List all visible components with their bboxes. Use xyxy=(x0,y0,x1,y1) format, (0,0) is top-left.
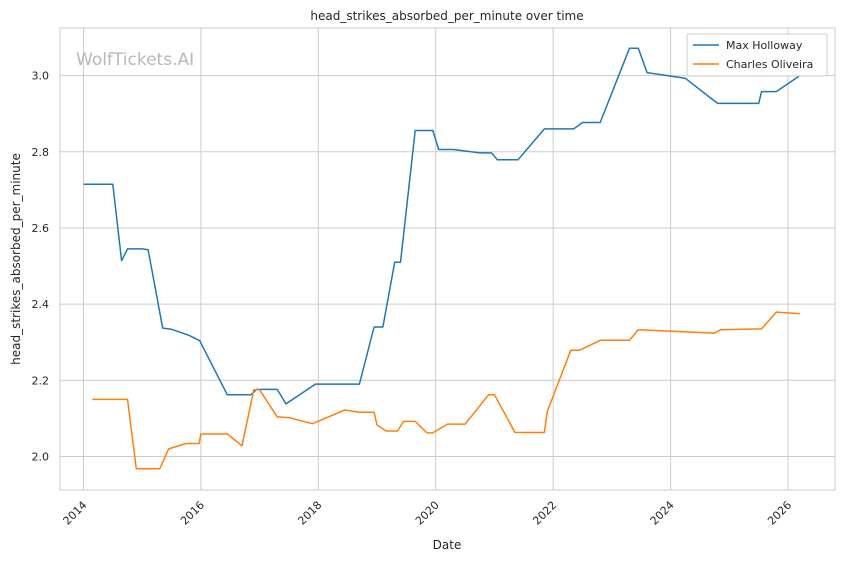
y-tick-label: 3.0 xyxy=(32,70,50,83)
legend-box xyxy=(686,33,828,77)
y-tick-label: 2.4 xyxy=(32,298,50,311)
series-line-charles-oliveira xyxy=(92,311,800,470)
watermark-text: WolfTickets.AI xyxy=(76,50,194,70)
plot-area-frame xyxy=(59,27,836,491)
y-tick-label: 2.6 xyxy=(32,222,50,235)
y-tick-labels: 2.0 2.2 2.4 2.6 2.8 3.0 xyxy=(32,70,50,464)
series-line-max-holloway xyxy=(83,47,801,405)
chart-title: head_strikes_absorbed_per_minute over ti… xyxy=(310,9,583,23)
grid-lines xyxy=(60,28,835,490)
x-axis-label: Date xyxy=(433,538,462,552)
y-tick-label: 2.8 xyxy=(32,146,50,159)
legend-label-max-holloway: Max Holloway xyxy=(726,39,803,52)
y-tick-label: 2.0 xyxy=(32,450,50,463)
legend: Max Holloway Charles Oliveira xyxy=(686,33,828,77)
y-axis-label: head_strikes_absorbed_per_minute xyxy=(9,153,23,365)
series-lines xyxy=(83,47,801,470)
y-tick-label: 2.2 xyxy=(32,374,50,387)
legend-label-charles-oliveira: Charles Oliveira xyxy=(726,58,813,71)
